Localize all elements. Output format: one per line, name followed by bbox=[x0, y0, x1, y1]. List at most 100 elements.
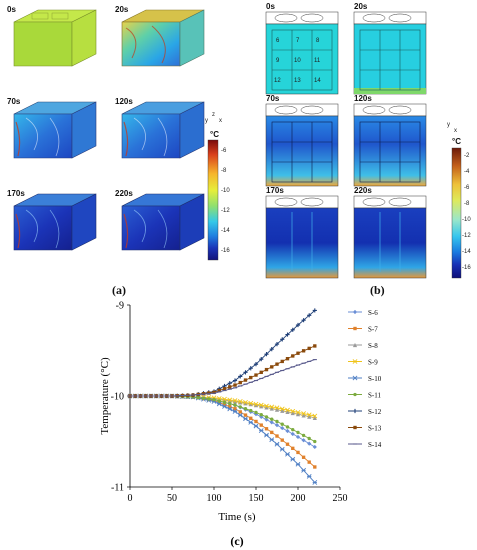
data-point bbox=[306, 473, 312, 479]
data-point bbox=[274, 441, 280, 447]
data-point bbox=[301, 467, 307, 473]
data-point bbox=[280, 359, 284, 364]
data-point bbox=[227, 398, 232, 403]
data-point bbox=[275, 419, 279, 424]
legend-label: S-9 bbox=[368, 359, 378, 367]
cell-number: 13 bbox=[294, 78, 301, 84]
series-line bbox=[130, 395, 316, 483]
data-point bbox=[353, 392, 357, 397]
data-point bbox=[238, 400, 243, 405]
data-point bbox=[232, 398, 238, 403]
y-tick-label: -9 bbox=[116, 301, 124, 312]
time-label-a-70s: 70s bbox=[7, 97, 21, 106]
data-point bbox=[301, 411, 307, 417]
cell-number: 12 bbox=[274, 78, 281, 84]
data-point bbox=[238, 380, 242, 385]
colorbar-b-unit: °C bbox=[452, 137, 461, 146]
time-label-b-70s: 70s bbox=[266, 94, 280, 103]
legend-entry: S-13 bbox=[348, 425, 382, 433]
time-label-b-120s: 120s bbox=[354, 94, 372, 103]
box-0s bbox=[13, 9, 97, 67]
data-point bbox=[237, 412, 243, 418]
data-point bbox=[216, 401, 222, 407]
legend-entry: S-7 bbox=[348, 326, 378, 334]
colorbar-b-tick: -10 bbox=[462, 217, 471, 223]
data-point bbox=[243, 399, 248, 405]
legend-entry: S-10 bbox=[348, 375, 382, 383]
data-point bbox=[280, 425, 285, 431]
data-point bbox=[243, 407, 248, 411]
data-point bbox=[290, 410, 295, 416]
data-point bbox=[227, 406, 233, 412]
legend-label: S-10 bbox=[368, 375, 382, 383]
data-point bbox=[222, 387, 227, 391]
data-point bbox=[201, 396, 206, 400]
series-line bbox=[130, 345, 315, 397]
data-point bbox=[312, 413, 318, 419]
data-point bbox=[306, 412, 312, 418]
data-point bbox=[243, 370, 248, 375]
data-point bbox=[264, 352, 269, 357]
x-tick-label: 200 bbox=[291, 493, 306, 504]
legend-label: S-13 bbox=[368, 425, 382, 433]
data-point bbox=[222, 396, 227, 402]
data-point bbox=[232, 409, 238, 414]
data-point bbox=[295, 461, 301, 467]
data-point bbox=[232, 399, 238, 404]
data-point bbox=[285, 332, 290, 337]
series-line bbox=[130, 395, 316, 442]
cell-number: 7 bbox=[296, 38, 300, 44]
data-point bbox=[279, 446, 285, 452]
data-point bbox=[312, 480, 318, 485]
data-point bbox=[258, 402, 264, 408]
data-point bbox=[212, 397, 216, 402]
data-point bbox=[253, 401, 259, 407]
data-point bbox=[352, 342, 358, 348]
colorbar-a-tick: -14 bbox=[221, 228, 230, 234]
section-220s bbox=[353, 195, 427, 279]
data-point bbox=[259, 404, 264, 409]
legend-entry: S-9 bbox=[348, 359, 378, 367]
data-point bbox=[274, 423, 280, 428]
data-point bbox=[290, 408, 296, 414]
data-point bbox=[285, 442, 290, 446]
legend-entry: S-11 bbox=[348, 392, 381, 400]
cell-number: 6 bbox=[276, 38, 280, 44]
colorbar-a-tick: -10 bbox=[221, 188, 230, 194]
data-point bbox=[352, 309, 358, 315]
legend-label: S-6 bbox=[368, 309, 378, 317]
data-point bbox=[301, 433, 306, 438]
data-point bbox=[295, 434, 301, 440]
data-point bbox=[233, 403, 237, 407]
chart-axes: 0 50 100 150 200 250 -9 -10 -11 bbox=[111, 301, 348, 505]
colorbar-b-tick: -12 bbox=[462, 233, 471, 239]
data-point bbox=[243, 416, 248, 422]
data-point bbox=[280, 408, 285, 413]
data-point bbox=[259, 357, 264, 362]
data-point bbox=[296, 430, 300, 435]
data-point bbox=[301, 455, 306, 459]
data-point bbox=[353, 326, 357, 331]
data-point bbox=[307, 460, 311, 464]
data-point bbox=[264, 432, 269, 438]
data-point bbox=[254, 373, 258, 377]
chart-series bbox=[127, 308, 318, 485]
data-point bbox=[301, 438, 306, 443]
cell-number: 11 bbox=[314, 58, 321, 64]
data-point bbox=[274, 342, 280, 347]
data-point bbox=[254, 410, 258, 415]
cell-number: 10 bbox=[294, 58, 301, 64]
legend-label: S-8 bbox=[368, 342, 378, 350]
colorbar-b-tick: -16 bbox=[462, 265, 471, 271]
cell-number: 14 bbox=[314, 78, 321, 84]
x-tick-label: 0 bbox=[128, 493, 133, 504]
data-point bbox=[217, 399, 221, 403]
data-point bbox=[238, 410, 242, 414]
data-point bbox=[259, 370, 263, 375]
colorbar-a bbox=[207, 139, 219, 261]
panel-a-figure bbox=[13, 9, 219, 261]
data-point bbox=[275, 362, 279, 366]
x-tick-label: 150 bbox=[249, 493, 264, 504]
data-point bbox=[228, 402, 232, 406]
data-point bbox=[222, 402, 227, 407]
